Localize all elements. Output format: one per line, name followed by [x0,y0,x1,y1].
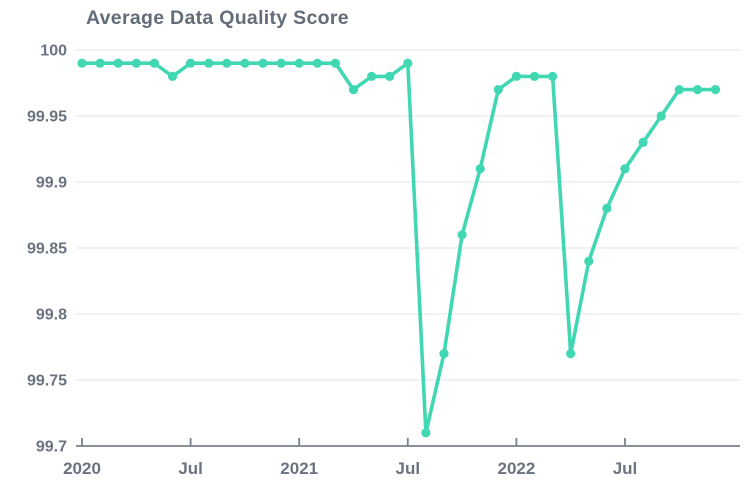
data-point-marker [457,230,467,240]
y-axis-tick-label: 99.75 [27,373,67,390]
data-point-marker [602,203,612,213]
data-point-marker [186,58,196,68]
data-point-marker [240,58,250,68]
data-point-marker [511,71,521,81]
data-point-marker [710,85,721,95]
x-axis-tick-label: Jul [396,459,421,478]
data-point-marker [475,164,485,174]
y-axis-tick-label: 100 [40,43,67,60]
x-axis-tick-label: 2021 [280,459,318,478]
data-point-marker [493,85,503,95]
y-axis-tick-label: 99.95 [27,109,67,126]
data-point-marker [258,58,268,68]
data-point-marker [167,71,178,81]
data-point-marker [656,111,666,121]
data-point-marker [204,58,214,68]
data-point-marker [566,349,576,359]
data-point-marker [312,58,322,68]
data-point-marker [367,71,377,81]
data-point-marker [674,85,684,95]
data-point-marker [548,71,558,81]
data-point-marker [149,58,159,68]
data-point-marker [439,349,449,359]
data-point-marker [620,164,630,174]
data-point-marker [95,58,105,68]
data-point-marker [131,58,141,68]
data-point-marker [294,58,304,68]
data-point-marker [584,256,594,266]
x-axis-tick-label: 2020 [63,459,101,478]
data-point-marker [276,58,286,68]
x-axis-tick-label: Jul [178,459,203,478]
x-axis-tick-label: 2022 [497,459,535,478]
data-point-marker [638,137,648,147]
y-axis-tick-label: 99.9 [36,175,67,192]
data-point-marker [692,85,703,95]
chart-title: Average Data Quality Score [86,7,349,29]
data-point-marker [385,71,395,81]
data-point-marker [77,58,87,68]
data-point-marker [330,58,340,68]
y-axis-tick-label: 99.85 [27,241,67,258]
y-axis-tick-label: 99.7 [36,439,67,456]
y-axis-tick-label: 99.8 [36,307,67,324]
data-point-marker [403,58,413,68]
data-point-marker [113,58,123,68]
x-axis-tick-label: Jul [613,459,638,478]
data-point-marker [529,71,540,81]
data-point-marker [222,58,232,68]
data-point-marker [348,85,359,95]
data-point-marker [421,428,431,438]
